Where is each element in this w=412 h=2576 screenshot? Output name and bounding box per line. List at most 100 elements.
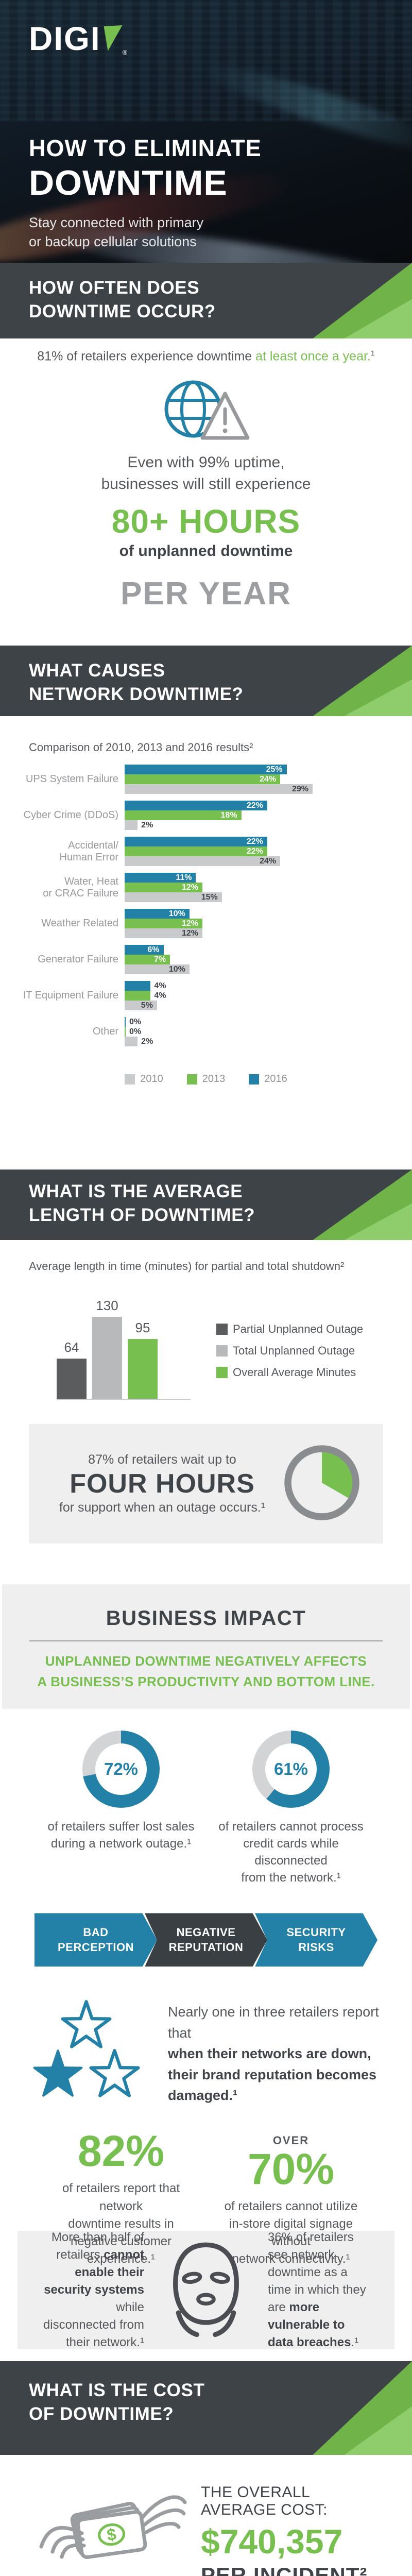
uptime-line2: businesses will still experience [101,476,311,493]
impact-sub-line1: UNPLANNED DOWNTIME NEGATIVELY AFFECTS [45,1653,367,1669]
section-title-line1: WHAT IS THE AVERAGE [29,1181,243,1201]
stat-70-label: of retailers cannot utilize in-store dig… [224,2199,358,2266]
bar-2016: 25% [125,765,412,774]
column-bar [92,1317,122,1399]
bar-fill [125,991,151,1001]
section-header-length: WHAT IS THE AVERAGE LENGTH OF DOWNTIME? [0,1170,412,1240]
bar-value: 25% [266,765,283,774]
chart-row: Accidental/ Human Error 22% 22% 24% [15,837,412,866]
donut-column-credit-cards: 61% of retailers cannot process credit c… [216,1731,366,1886]
security-right-text: 36% of retailers see network downtime as… [268,2229,371,2352]
bar-fill [125,873,196,883]
chart-row: Generator Failure 6% 7% 10% [15,945,412,974]
bar-2016: 22% [125,801,412,810]
bar-value: 4% [154,981,166,990]
bar-fill [125,765,287,774]
cost-section: $ THE OVERALL AVERAGE COST: $740,357 PER… [0,2455,412,2576]
section-title: WHAT CAUSES NETWORK DOWNTIME? [29,659,412,706]
chart-row-bars: 6% 7% 10% [125,945,412,974]
chart-row-bars: 10% 12% 12% [125,909,412,938]
legend-swatch [125,1074,135,1084]
hero-subtitle-line2: or backup cellular solutions [29,234,197,250]
bar-2010: 2% [125,1037,412,1046]
length-chart: 64 130 95 [57,1297,191,1400]
chart-row-label: Cyber Crime (DDoS) [23,809,118,821]
text-part: More than half of retailers [51,2230,144,2262]
bar-2013: 12% [125,883,412,892]
text-part-bold: more vulnerable to data breaches [268,2300,351,2350]
bar-value: 15% [201,892,218,902]
chart-row: Weather Related 10% 12% 12% [15,909,412,938]
column-Overall Average Minutes: 95 [128,1320,158,1399]
bar-fill [125,1001,157,1010]
bar-fill [125,784,313,794]
wait-line1: 87% of retailers wait up to [88,1452,236,1467]
bar-value: 11% [176,873,192,882]
hero-subtitle-line1: Stay connected with primary [29,215,204,230]
wait-line3: for support when an outage occurs.¹ [59,1500,266,1515]
section-title-line2: OF DOWNTIME? [29,2404,174,2425]
legend-swatch [186,1074,197,1084]
bar-value: 10% [168,909,185,918]
legend-label: 2016 [264,1073,287,1084]
bar-value: 10% [168,964,185,974]
flying-money-icon: $ [33,2486,187,2576]
column-value: 95 [135,1320,150,1335]
stat-80-hours-sub: of unplanned downtime [119,543,293,560]
section-title-line1: HOW OFTEN DOES [29,278,200,298]
stat-highlight: at least once a year. [255,349,371,364]
bar-fill [125,928,203,938]
column-bar [128,1339,158,1399]
legend-label: Partial Unplanned Outage [233,1323,364,1335]
bar-value: 2% [141,820,153,829]
legend-item: Overall Average Minutes [216,1366,363,1379]
chart-row-label: Generator Failure [38,954,118,965]
donut-label: of retailers cannot process credit cards… [218,1820,364,1885]
divider [29,1640,383,1641]
text-part: .¹ [351,2335,359,2350]
column-Partial Unplanned Outage: 64 [57,1340,87,1399]
bar-fill [125,909,190,919]
registered-mark: ® [122,48,128,56]
section-title-line1: WHAT IS THE COST [29,2380,205,2400]
bar-2013: 0% [125,1027,412,1037]
legend-label: Overall Average Minutes [233,1366,356,1379]
bar-value: 2% [141,1037,153,1046]
big-stats-row: 82% of retailers report that network dow… [0,2129,412,2267]
legend-item-2013: 2013 [186,1073,225,1085]
bar-2013: 24% [125,774,412,784]
security-box: More than half of retailers cannot enabl… [18,2229,394,2352]
brand-reputation-text: Nearly one in three retailers report tha… [168,2002,381,2106]
donut-value: 72% [104,1759,139,1778]
hero-city-photo [0,0,412,121]
bar-2010: 2% [125,820,412,830]
length-chart-legend: Partial Unplanned Outage Total Unplanned … [216,1323,363,1387]
brand-reputation-row: Nearly one in three retailers report tha… [0,1999,412,2108]
bar-2013: 4% [125,991,412,1001]
reputation-line2: when their networks are down, [168,2046,371,2062]
bar-fill [125,892,222,902]
stars-icon [31,1999,149,2108]
bar-value: 12% [182,883,199,892]
bar-fill [125,883,203,892]
bar-fill [125,964,190,974]
section-header-causes: WHAT CAUSES NETWORK DOWNTIME? [0,646,412,716]
over-label: OVER [272,2133,310,2147]
flow-step-line2: REPUTATION [168,1941,244,1954]
chart-row-bars: 25% 24% 29% [125,765,412,794]
bar-fill [125,774,281,784]
bar-fill [125,1017,126,1027]
section-title: WHAT IS THE AVERAGE LENGTH OF DOWNTIME? [29,1180,412,1227]
stat-70-value: 70% [247,2144,335,2193]
bar-fill [125,810,242,820]
bar-value: 22% [246,846,263,856]
section-title-line1: WHAT CAUSES [29,660,165,681]
legend-item-2010: 2010 [125,1073,163,1085]
clock-icon [283,1444,360,1524]
bar-2010: 15% [125,892,412,902]
digi-logo-text: DIGI [29,20,101,57]
average-cost-row: $ THE OVERALL AVERAGE COST: $740,357 PER… [0,2455,412,2576]
bar-fill [125,981,151,991]
bar-value: 0% [129,1017,142,1026]
flow-step-negative: NEGATIVE REPUTATION [145,1913,267,1967]
